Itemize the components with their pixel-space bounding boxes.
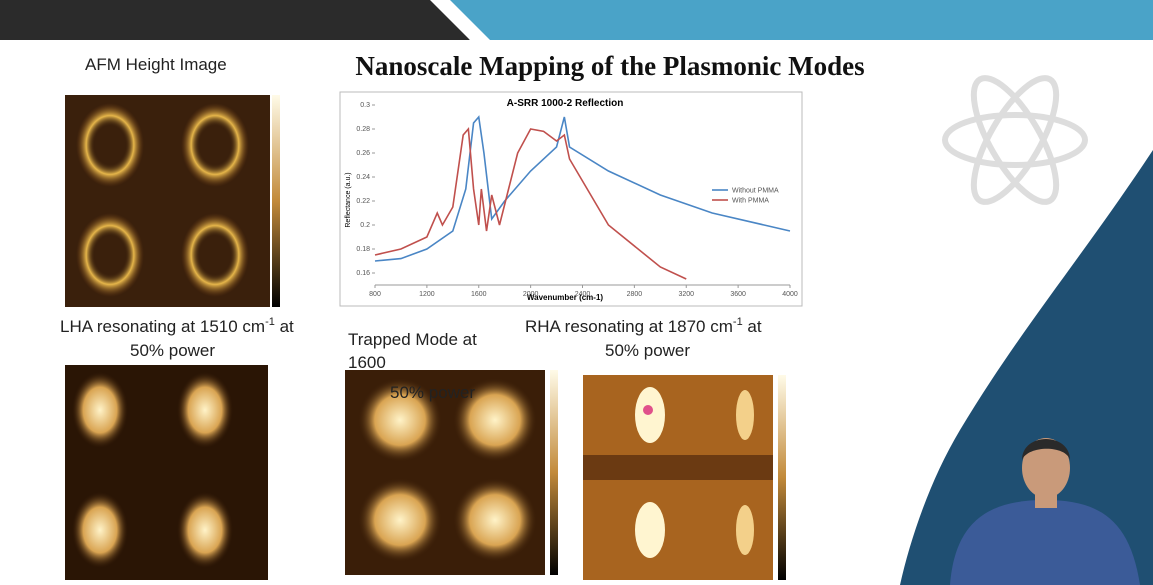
banner-stripe	[430, 0, 490, 40]
x-tick-label: 2800	[627, 291, 643, 298]
caption: 50% power	[390, 383, 475, 402]
x-tick-label: 3200	[678, 291, 694, 298]
corner-shape	[900, 150, 1153, 585]
chart: A-SRR 1000-2 Reflection Wavenumber (cm-1…	[345, 98, 798, 302]
banner-blue	[440, 0, 1153, 40]
superscript: -1	[733, 316, 743, 328]
caption: 1600	[348, 353, 386, 372]
caption: RHA resonating at 1870 cm-1 at	[525, 316, 762, 336]
colorbar	[272, 95, 280, 307]
x-tick-label: 2400	[575, 291, 591, 298]
x-tick-label: 1600	[471, 291, 487, 298]
caption: 50% power	[605, 341, 690, 360]
caption-text: at	[275, 317, 294, 336]
caption: LHA resonating at 1510 cm-1 at	[60, 316, 294, 336]
chart-frame	[339, 91, 803, 307]
chart-title: A-SRR 1000-2 Reflection	[507, 98, 624, 109]
y-tick-label: 0.18	[356, 246, 370, 253]
afm-rings	[76, 103, 249, 297]
trapped-blobs	[358, 378, 537, 562]
y-tick-label: 0.22	[356, 198, 370, 205]
colorbar	[778, 375, 786, 580]
y-tick-label: 0.24	[356, 174, 370, 181]
caption: 50% power	[130, 341, 215, 360]
caption-text: LHA resonating at 1510 cm	[60, 317, 265, 336]
caption-text: RHA resonating at 1870 cm	[525, 317, 733, 336]
y-tick-label: 0.3	[360, 102, 370, 109]
caption: AFM Height Image	[85, 55, 227, 74]
x-axis-label: Wavenumber (cm-1)	[527, 293, 604, 302]
rha-lobes	[583, 387, 773, 558]
banner-dark	[0, 0, 470, 40]
x-tick-label: 2000	[523, 291, 539, 298]
y-tick-label: 0.26	[356, 150, 370, 157]
y-tick-label: 0.2	[360, 222, 370, 229]
caption: Trapped Mode at	[348, 330, 477, 349]
slide-title: Nanoscale Mapping of the Plasmonic Modes	[355, 51, 864, 81]
legend-label: Without PMMA	[732, 188, 779, 195]
x-tick-label: 3600	[730, 291, 746, 298]
colorbar	[550, 370, 558, 575]
x-tick-label: 800	[369, 291, 381, 298]
legend-label: With PMMA	[732, 198, 769, 205]
caption-text: at	[743, 317, 762, 336]
line-series	[374, 127, 687, 280]
lha-lobes	[72, 372, 233, 568]
superscript: -1	[265, 316, 275, 328]
x-tick-label: 4000	[782, 291, 798, 298]
presenter	[950, 438, 1140, 585]
y-axis-label: Reflectance (a.u.)	[345, 172, 352, 227]
y-tick-label: 0.16	[356, 270, 370, 277]
line-series	[374, 115, 791, 262]
x-tick-label: 1200	[419, 291, 435, 298]
atom-icon	[942, 75, 1088, 205]
y-tick-label: 0.28	[356, 126, 370, 133]
